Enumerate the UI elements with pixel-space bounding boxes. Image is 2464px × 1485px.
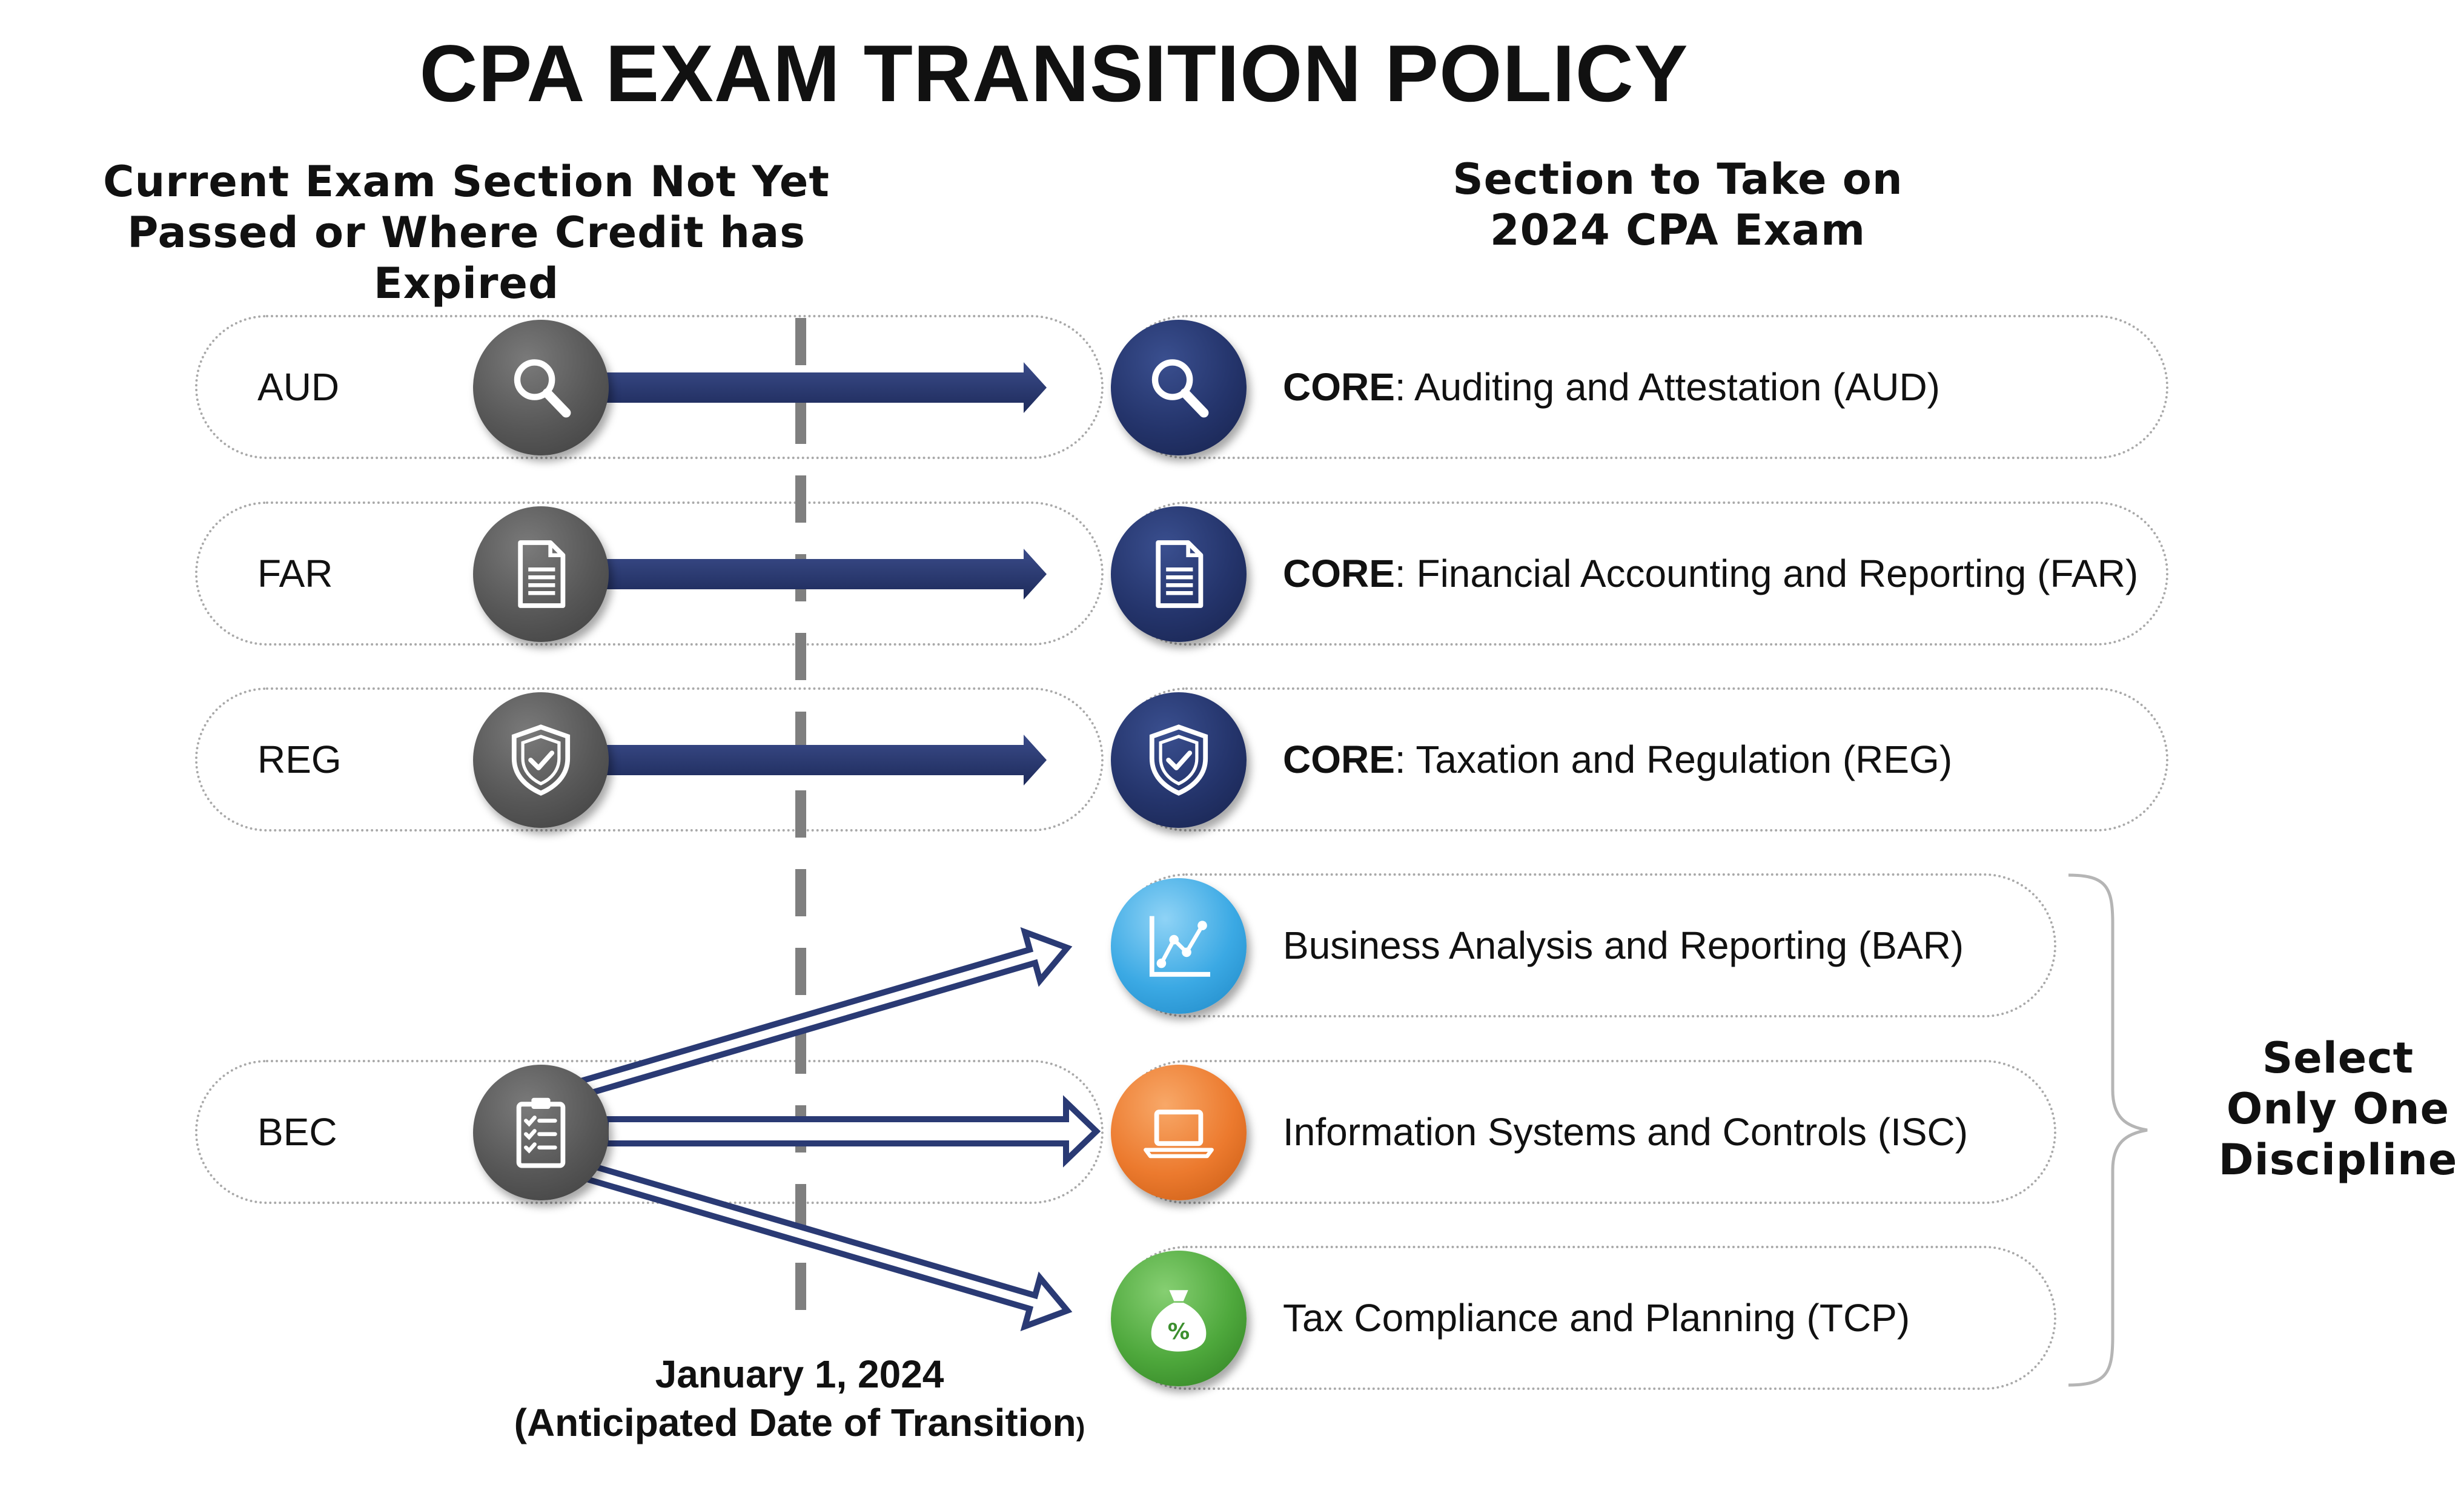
magnifier-icon xyxy=(1151,359,1209,418)
current-section-header: Current Exam Section Not Yet Passed or W… xyxy=(36,156,896,309)
new-reg-icon-badge xyxy=(1111,692,1247,828)
new-section-header-line-2: 2024 CPA Exam xyxy=(1489,205,1866,255)
core-prefix: CORE xyxy=(1283,365,1395,409)
arrow-reg-to-core-reg xyxy=(606,735,1047,785)
arrow-far-to-core-far xyxy=(606,549,1047,600)
current-reg-icon-badge xyxy=(473,692,609,828)
new-section-row-isc xyxy=(1114,1060,2056,1204)
brace-label-line-1: Select xyxy=(2262,1033,2414,1083)
transition-note: (Anticipated Date of Transition) xyxy=(497,1399,1102,1451)
new-section-label-reg: CORE: Taxation and Regulation (REG) xyxy=(1283,735,1952,784)
new-bar-icon-badge xyxy=(1111,878,1247,1014)
magnifier-icon xyxy=(514,359,571,418)
page-title: CPA EXAM TRANSITION POLICY xyxy=(419,29,1689,119)
core-prefix: CORE xyxy=(1283,552,1395,595)
select-one-discipline-label: Select Only One Discipline xyxy=(2193,1033,2464,1185)
shield-check-icon xyxy=(511,724,571,796)
new-section-label-aud: CORE: Auditing and Attestation (AUD) xyxy=(1283,363,1940,411)
current-section-header-line-1: Current Exam Section Not Yet xyxy=(103,157,830,207)
current-section-label-reg: REG xyxy=(257,738,342,781)
clipboard-checklist-icon xyxy=(516,1097,566,1168)
new-aud-icon-badge xyxy=(1111,320,1247,455)
new-section-label-bar: Business Analysis and Reporting (BAR) xyxy=(1283,924,1964,967)
new-section-row-far xyxy=(1114,501,2168,646)
document-icon xyxy=(518,540,566,608)
transition-note-close: ) xyxy=(1076,1412,1085,1442)
money-bag-percent-icon: % xyxy=(1151,1290,1207,1352)
core-prefix: CORE xyxy=(1283,738,1395,781)
current-far-icon-badge xyxy=(473,506,609,642)
new-section-header: Section to Take on 2024 CPA Exam xyxy=(1393,154,1962,256)
new-section-header-line-1: Section to Take on xyxy=(1452,154,1903,204)
current-aud-icon-badge xyxy=(473,320,609,455)
current-section-label-far: FAR xyxy=(257,552,333,595)
new-isc-icon-badge xyxy=(1111,1065,1247,1200)
transition-note-text: (Anticipated Date of Transition xyxy=(514,1401,1076,1444)
current-section-header-line-2: Passed or Where Credit has Expired xyxy=(127,208,806,308)
arrow-bec-to-isc xyxy=(603,1095,1101,1168)
arrow-bec-to-tcp xyxy=(572,1159,1073,1332)
current-section-label-bec: BEC xyxy=(257,1110,337,1154)
current-section-label-aud: AUD xyxy=(257,365,340,409)
select-one-brace xyxy=(2068,873,2148,1387)
new-far-icon-badge xyxy=(1111,506,1247,642)
shield-check-icon xyxy=(1149,724,1208,796)
document-icon xyxy=(1156,540,1204,608)
new-section-row-aud xyxy=(1114,315,2168,459)
arrow-aud-to-core-aud xyxy=(606,362,1047,413)
new-section-label-isc: Information Systems and Controls (ISC) xyxy=(1283,1110,1969,1154)
new-section-name-reg: : Taxation and Regulation (REG) xyxy=(1394,738,1953,781)
svg-text:%: % xyxy=(1168,1318,1190,1344)
new-section-name-far: : Financial Accounting and Reporting (FA… xyxy=(1394,552,2139,595)
current-bec-icon-badge xyxy=(473,1065,609,1200)
new-section-row-tcp xyxy=(1114,1246,2056,1390)
line-chart-icon xyxy=(1149,916,1210,977)
brace-label-line-3: Discipline xyxy=(2218,1135,2458,1185)
laptop-icon xyxy=(1144,1110,1214,1159)
new-tcp-icon-badge: % xyxy=(1111,1251,1247,1386)
new-section-name-aud: : Auditing and Attestation (AUD) xyxy=(1394,365,1940,409)
new-section-row-bar xyxy=(1114,873,2056,1017)
new-section-label-far: CORE: Financial Accounting and Reporting… xyxy=(1283,549,2138,598)
new-section-label-tcp: Tax Compliance and Planning (TCP) xyxy=(1283,1296,1910,1340)
transition-date: January 1, 2024 xyxy=(655,1352,944,1396)
brace-label-line-2: Only One xyxy=(2226,1084,2450,1134)
arrow-bec-to-bar xyxy=(572,927,1073,1100)
